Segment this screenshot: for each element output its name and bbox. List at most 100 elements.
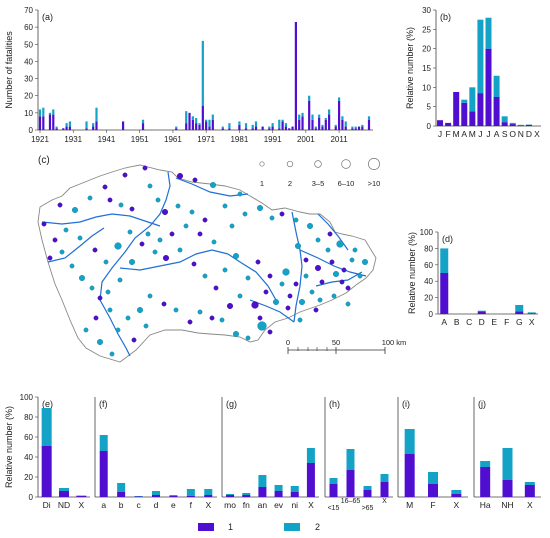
chart-d-ytick-label: 100 <box>420 228 434 237</box>
chart-d-bar-2 <box>527 312 536 314</box>
map-point <box>92 247 98 253</box>
chart-e-bar-1 <box>41 446 52 497</box>
chart-a-bar-1 <box>361 126 364 130</box>
chart-a-bar-1 <box>38 116 42 130</box>
map-point <box>139 241 145 247</box>
chart-a-bar-2 <box>195 118 198 124</box>
chart-d-xtick-label: D <box>479 317 485 327</box>
map-point <box>211 239 217 245</box>
chart-d-xtick-label: X <box>529 317 535 327</box>
chart-d-bar-1 <box>527 313 536 314</box>
chart-a-xtick-label: 1961 <box>164 135 182 144</box>
map-point <box>209 315 215 321</box>
chart-a-bar-1 <box>341 119 344 130</box>
chart-b-bar-1 <box>517 125 524 126</box>
map-point <box>273 299 280 306</box>
chart-h-panel-label: (h) <box>329 399 340 409</box>
chart-a-bar-1 <box>321 126 324 130</box>
map-point <box>279 211 285 217</box>
chart-a-bar-1 <box>301 116 304 130</box>
map-point <box>237 293 243 299</box>
chart-a-bar-1 <box>357 126 361 130</box>
chart-b-bar-2 <box>509 122 516 125</box>
chart-a-bar-2 <box>68 121 72 127</box>
chart-a-xtick-label: 1981 <box>230 135 248 144</box>
chart-g-xtick-label: X <box>308 500 314 510</box>
size-legend-label: 1 <box>260 179 264 188</box>
size-legend-circle <box>368 158 380 170</box>
chart-h-bar-2 <box>380 474 389 482</box>
legend-swatch-2 <box>284 523 300 531</box>
chart-f-bar-2 <box>134 496 143 497</box>
map-point <box>319 279 325 285</box>
chart-a-bar-1 <box>278 128 281 130</box>
map-point <box>107 197 113 203</box>
chart-a-bar-2 <box>318 114 321 118</box>
chart-a-bar-1 <box>367 119 371 130</box>
chart-f-bar-2 <box>117 483 126 492</box>
chart-a-bar-1 <box>141 123 145 130</box>
chart-g-bar-1 <box>274 491 283 497</box>
chart-a-bar-2 <box>185 111 188 124</box>
map-point <box>357 273 363 279</box>
chart-a-bar-2 <box>201 40 204 106</box>
map-point <box>136 307 143 314</box>
chart-a-bar-2 <box>278 119 281 129</box>
chart-i-bar-2 <box>428 472 438 484</box>
chart-a-bar-1 <box>294 22 297 130</box>
chart-a-bar-1 <box>121 121 125 130</box>
chart-i-xtick-label: M <box>406 500 413 510</box>
map-point <box>157 237 163 243</box>
chart-a-bar-2 <box>55 126 58 129</box>
chart-b-panel-label: (b) <box>440 12 451 22</box>
map-point <box>255 259 261 265</box>
chart-f-bar-1 <box>204 495 213 497</box>
chart-a-bar-2 <box>361 124 364 127</box>
map-point <box>202 217 208 223</box>
chart-g-bar-1 <box>242 495 251 497</box>
map-point <box>313 307 319 313</box>
map-point <box>147 293 153 299</box>
chart-a-bar-2 <box>337 97 341 101</box>
map-point <box>131 337 137 343</box>
chart-d-xtick-label: G <box>516 317 523 327</box>
chart-e-bar-2 <box>41 408 52 446</box>
map-point <box>213 285 219 291</box>
chart-a-ylabel: Number of fatalities <box>4 31 14 109</box>
chart-f-bar-1 <box>134 496 143 497</box>
chart-i-xtick-label: X <box>453 500 459 510</box>
chart-a-bar-2 <box>298 114 301 120</box>
map-point <box>303 257 309 263</box>
chart-f-xtick-label: c <box>136 500 141 510</box>
map-point <box>287 293 293 299</box>
chart-a-ytick-label: 20 <box>24 92 33 101</box>
chart-j-bar-2 <box>480 461 491 467</box>
map-point <box>307 222 314 229</box>
chart-h-bar-2 <box>363 486 372 490</box>
chart-j: (j) Ha NH X <box>473 397 541 510</box>
chart-a-bar-1 <box>271 126 274 130</box>
map-point <box>102 184 108 190</box>
chart-a-bar-1 <box>284 126 288 130</box>
chart-a-panel-label: (a) <box>42 12 53 22</box>
chart-e-panel-label: (e) <box>42 399 53 409</box>
chart-b-bar-1 <box>437 120 444 126</box>
chart-g-bar-2 <box>274 485 283 491</box>
map-point <box>59 249 65 255</box>
chart-a-bar-2 <box>341 116 344 120</box>
chart-a-bar-1 <box>48 114 52 130</box>
chart-d-ytick-label: 20 <box>424 294 433 303</box>
size-legend-circle <box>259 161 265 167</box>
chart-g-panel-label: (g) <box>226 399 237 409</box>
map-point <box>78 275 85 282</box>
map-point <box>237 191 243 197</box>
chart-a-xtick-label: 1941 <box>98 135 116 144</box>
chart-a-bar-1 <box>55 128 58 130</box>
map-point <box>176 172 183 179</box>
chart-i-xtick-label: F <box>430 500 435 510</box>
chart-i-bar-2 <box>404 429 415 454</box>
chart-d-bar-1 <box>440 273 449 314</box>
chart-b-bar-2 <box>501 116 508 123</box>
